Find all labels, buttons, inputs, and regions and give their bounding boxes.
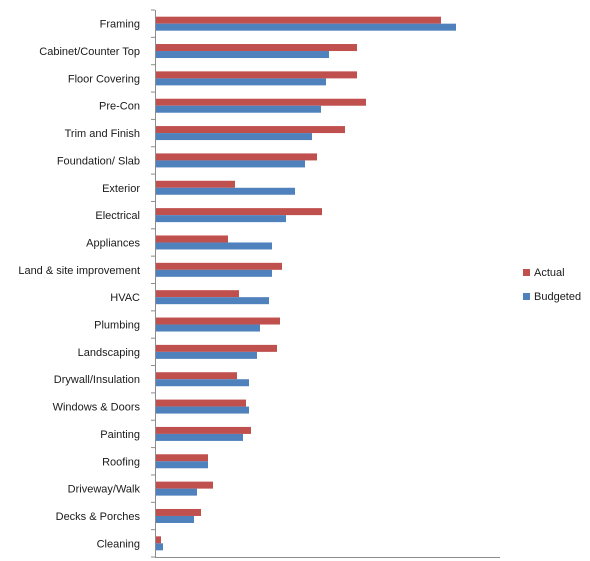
bar-actual-11 [156,317,280,325]
bar-actual-4 [156,126,345,134]
bar-actual-7 [156,208,322,216]
bar-budgeted-17 [156,488,197,496]
bar-budgeted-19 [156,543,163,551]
category-label: Landscaping [78,347,140,359]
bar-actual-17 [156,481,213,489]
bar-budgeted-13 [156,379,249,387]
category-label: Foundation/ Slab [57,155,140,167]
legend-swatch-actual [523,269,530,276]
bar-budgeted-14 [156,406,249,414]
bar-actual-12 [156,344,277,352]
bar-actual-14 [156,399,246,407]
bar-budgeted-15 [156,433,243,441]
category-label: Cleaning [97,538,140,550]
bar-actual-5 [156,153,317,161]
legend: Actual Budgeted [523,267,581,303]
category-label: Plumbing [94,320,140,332]
category-label: Painting [100,429,140,441]
bar-budgeted-6 [156,187,295,195]
bar-budgeted-18 [156,515,194,523]
category-label: Windows & Doors [53,402,141,414]
bar-budgeted-1 [156,51,329,59]
bar-budgeted-10 [156,297,269,305]
bar-actual-1 [156,44,357,52]
category-label: HVAC [110,292,140,304]
bar-actual-19 [156,536,161,544]
category-label: Appliances [86,237,140,249]
bar-budgeted-3 [156,105,321,113]
bar-actual-3 [156,98,366,106]
category-labels: Framing Cabinet/Counter Top Floor Covering… [18,19,140,551]
bar-budgeted-4 [156,133,312,141]
category-label: Driveway/Walk [68,484,141,496]
category-label: Cabinet/Counter Top [39,46,140,58]
bar-budgeted-7 [156,215,286,223]
category-label: Land & site improvement [18,265,140,277]
legend-swatch-budgeted [523,293,530,300]
bar-budgeted-16 [156,461,208,469]
legend-label-actual: Actual [534,267,565,279]
bar-actual-9 [156,262,282,270]
bar-actual-15 [156,426,251,434]
category-label: Floor Covering [68,73,140,85]
bar-actual-0 [156,16,441,24]
category-label: Framing [100,19,140,31]
category-label: Exterior [102,183,140,195]
category-label: Drywall/Insulation [54,374,140,386]
bar-actual-10 [156,290,239,298]
category-label: Trim and Finish [65,128,140,140]
bar-actual-16 [156,454,208,462]
legend-label-budgeted: Budgeted [534,291,581,303]
bar-actual-2 [156,71,357,79]
bar-budgeted-11 [156,324,260,332]
category-label: Roofing [102,456,140,468]
bar-actual-13 [156,372,237,380]
axis-layer [151,9,500,558]
bar-actual-8 [156,235,228,243]
category-label: Pre-Con [99,101,140,113]
category-label: Decks & Porches [56,511,141,523]
bar-budgeted-2 [156,78,326,86]
bar-budgeted-5 [156,160,305,168]
bar-budgeted-8 [156,242,272,250]
category-label: Electrical [95,210,140,222]
bar-budgeted-12 [156,351,257,359]
bar-budgeted-9 [156,269,272,277]
bar-actual-6 [156,180,235,188]
bar-actual-18 [156,508,201,516]
bar-budgeted-0 [156,23,456,31]
bars-layer [156,16,456,551]
